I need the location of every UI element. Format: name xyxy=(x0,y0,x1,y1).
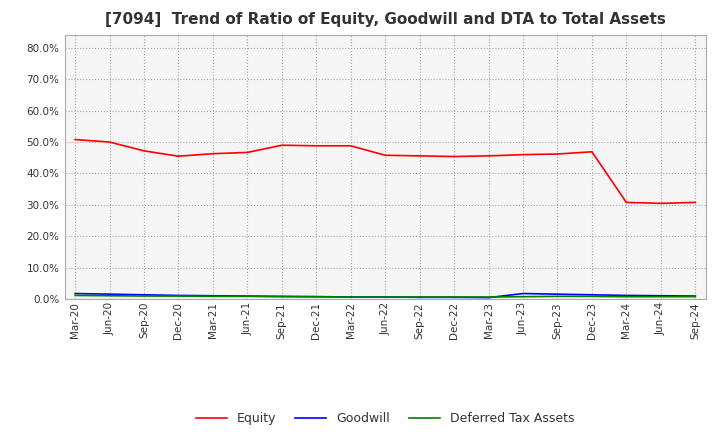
Goodwill xyxy=(657,293,665,298)
Equity xyxy=(71,137,79,142)
Equity xyxy=(691,200,700,205)
Deferred Tax Assets xyxy=(346,294,355,300)
Goodwill xyxy=(209,293,217,298)
Deferred Tax Assets xyxy=(277,294,286,299)
Goodwill xyxy=(71,291,79,296)
Legend: Equity, Goodwill, Deferred Tax Assets: Equity, Goodwill, Deferred Tax Assets xyxy=(191,407,580,430)
Deferred Tax Assets xyxy=(415,294,424,300)
Equity xyxy=(415,153,424,158)
Goodwill xyxy=(243,293,252,299)
Deferred Tax Assets xyxy=(450,294,459,300)
Goodwill xyxy=(105,292,114,297)
Goodwill xyxy=(346,294,355,300)
Equity xyxy=(381,153,390,158)
Goodwill xyxy=(450,295,459,300)
Equity xyxy=(243,150,252,155)
Deferred Tax Assets xyxy=(485,294,493,300)
Goodwill xyxy=(381,294,390,300)
Line: Goodwill: Goodwill xyxy=(75,293,696,297)
Equity xyxy=(346,143,355,148)
Deferred Tax Assets xyxy=(622,294,631,299)
Goodwill xyxy=(140,292,148,297)
Deferred Tax Assets xyxy=(691,294,700,299)
Title: [7094]  Trend of Ratio of Equity, Goodwill and DTA to Total Assets: [7094] Trend of Ratio of Equity, Goodwil… xyxy=(105,12,665,27)
Equity xyxy=(277,143,286,148)
Deferred Tax Assets xyxy=(140,293,148,299)
Equity xyxy=(105,139,114,145)
Goodwill xyxy=(622,293,631,298)
Deferred Tax Assets xyxy=(657,294,665,299)
Goodwill xyxy=(312,294,320,299)
Deferred Tax Assets xyxy=(243,294,252,299)
Line: Deferred Tax Assets: Deferred Tax Assets xyxy=(75,295,696,297)
Deferred Tax Assets xyxy=(553,294,562,299)
Equity xyxy=(209,151,217,156)
Equity xyxy=(450,154,459,159)
Goodwill xyxy=(588,292,596,297)
Equity xyxy=(174,154,183,159)
Goodwill xyxy=(277,294,286,299)
Equity xyxy=(518,152,527,157)
Equity xyxy=(312,143,320,148)
Deferred Tax Assets xyxy=(588,294,596,299)
Goodwill xyxy=(174,293,183,298)
Goodwill xyxy=(553,292,562,297)
Deferred Tax Assets xyxy=(381,294,390,300)
Deferred Tax Assets xyxy=(71,293,79,298)
Equity xyxy=(657,201,665,206)
Goodwill xyxy=(691,293,700,299)
Equity xyxy=(553,151,562,157)
Deferred Tax Assets xyxy=(174,293,183,299)
Goodwill xyxy=(518,291,527,296)
Deferred Tax Assets xyxy=(209,294,217,299)
Goodwill xyxy=(415,295,424,300)
Deferred Tax Assets xyxy=(312,294,320,299)
Deferred Tax Assets xyxy=(105,293,114,298)
Deferred Tax Assets xyxy=(518,294,527,299)
Equity xyxy=(485,153,493,158)
Line: Equity: Equity xyxy=(75,139,696,203)
Goodwill xyxy=(485,295,493,300)
Equity xyxy=(140,148,148,154)
Equity xyxy=(622,200,631,205)
Equity xyxy=(588,149,596,154)
